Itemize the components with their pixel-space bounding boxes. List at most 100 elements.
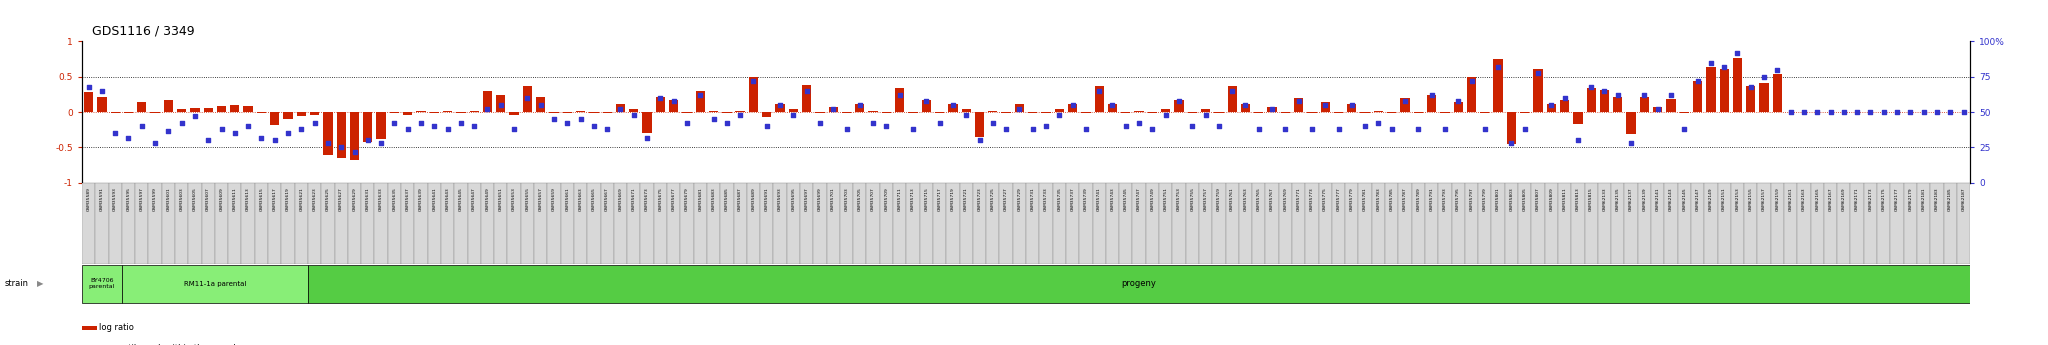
Bar xyxy=(121,183,135,264)
Bar xyxy=(1851,183,1864,264)
Bar xyxy=(963,109,971,112)
Bar xyxy=(297,112,305,116)
Point xyxy=(512,95,545,101)
Text: GSM35769: GSM35769 xyxy=(1284,187,1288,211)
Point xyxy=(1456,78,1489,84)
Point xyxy=(285,126,317,132)
Text: GSM35793: GSM35793 xyxy=(1444,187,1448,211)
Point xyxy=(1309,102,1341,108)
Point xyxy=(1069,126,1102,132)
Point xyxy=(1788,109,1821,115)
Text: GSM35815: GSM35815 xyxy=(1589,187,1593,211)
Point xyxy=(1720,50,1753,56)
Point xyxy=(1255,107,1288,112)
Point xyxy=(1389,98,1421,104)
Bar xyxy=(1425,183,1438,264)
Point xyxy=(537,116,569,122)
Text: GSM35659: GSM35659 xyxy=(553,187,555,211)
Point xyxy=(299,121,332,126)
Bar xyxy=(537,97,545,112)
Text: GSM35783: GSM35783 xyxy=(1376,187,1380,211)
Text: GSM62167: GSM62167 xyxy=(1829,187,1833,210)
Point xyxy=(113,135,145,140)
Bar xyxy=(1561,100,1569,112)
Bar xyxy=(922,100,932,112)
Text: GSM35609: GSM35609 xyxy=(219,187,223,211)
Text: GSM35777: GSM35777 xyxy=(1337,187,1341,211)
Point xyxy=(1030,124,1063,129)
Bar xyxy=(1305,183,1319,264)
Bar xyxy=(162,183,174,264)
Bar xyxy=(1253,112,1264,113)
Point xyxy=(1587,88,1620,93)
Point xyxy=(1202,124,1235,129)
Bar xyxy=(387,183,401,264)
Point xyxy=(1350,124,1382,129)
Text: GSM35611: GSM35611 xyxy=(233,187,238,211)
Bar xyxy=(1692,183,1704,264)
Bar xyxy=(1133,183,1145,264)
Text: GSM35795: GSM35795 xyxy=(1456,187,1460,211)
Bar xyxy=(1667,99,1675,112)
Bar xyxy=(190,108,199,112)
Point xyxy=(1800,109,1833,115)
Text: GSM35723: GSM35723 xyxy=(977,187,981,211)
Bar xyxy=(1532,183,1544,264)
Text: GSM35681: GSM35681 xyxy=(698,187,702,211)
Point xyxy=(1534,102,1567,108)
Text: GSM35811: GSM35811 xyxy=(1563,187,1567,211)
Bar xyxy=(1810,183,1825,264)
Text: GSM35801: GSM35801 xyxy=(1497,187,1499,211)
Point xyxy=(166,121,199,126)
Point xyxy=(338,149,371,155)
Text: GSM35599: GSM35599 xyxy=(154,187,158,211)
Point xyxy=(1282,98,1315,104)
Bar xyxy=(1597,183,1612,264)
Point xyxy=(498,126,530,132)
Bar xyxy=(1319,183,1331,264)
Text: GSM35709: GSM35709 xyxy=(885,187,889,211)
Bar xyxy=(1745,183,1757,264)
Point xyxy=(829,126,862,132)
Text: GSM35619: GSM35619 xyxy=(287,187,291,211)
Bar xyxy=(1638,183,1651,264)
Bar xyxy=(1878,183,1890,264)
Point xyxy=(616,112,649,118)
Point xyxy=(1057,102,1090,108)
Bar xyxy=(1374,111,1382,112)
Point xyxy=(219,130,252,136)
Text: GSM62187: GSM62187 xyxy=(1962,187,1966,210)
Text: GSM35627: GSM35627 xyxy=(340,187,344,211)
Bar xyxy=(1171,183,1186,264)
Bar xyxy=(721,183,733,264)
Point xyxy=(352,138,385,143)
Bar xyxy=(1612,183,1624,264)
Point xyxy=(1176,124,1208,129)
Text: GSM35595: GSM35595 xyxy=(127,187,131,211)
Point xyxy=(1296,126,1329,132)
Bar xyxy=(1706,67,1716,112)
Text: GSM35661: GSM35661 xyxy=(565,187,569,211)
Text: GSM62157: GSM62157 xyxy=(1761,187,1765,211)
Bar xyxy=(1479,183,1491,264)
Bar xyxy=(575,111,586,112)
Point xyxy=(1122,121,1155,126)
Bar xyxy=(1651,183,1665,264)
Point xyxy=(1747,74,1780,79)
Bar xyxy=(1864,183,1878,264)
Point xyxy=(1933,109,1966,115)
Bar xyxy=(987,111,997,112)
Bar xyxy=(563,112,571,113)
Bar xyxy=(1001,112,1012,113)
Bar xyxy=(1665,183,1677,264)
Text: GSM35755: GSM35755 xyxy=(1190,187,1194,211)
Text: GSM35665: GSM35665 xyxy=(592,187,596,211)
Point xyxy=(1708,64,1741,70)
Text: GSM62163: GSM62163 xyxy=(1802,187,1806,210)
Text: GSM35647: GSM35647 xyxy=(473,187,477,211)
Bar xyxy=(680,183,694,264)
FancyBboxPatch shape xyxy=(307,265,1970,303)
Point xyxy=(723,112,756,118)
Point xyxy=(1190,112,1223,118)
Bar xyxy=(961,183,973,264)
